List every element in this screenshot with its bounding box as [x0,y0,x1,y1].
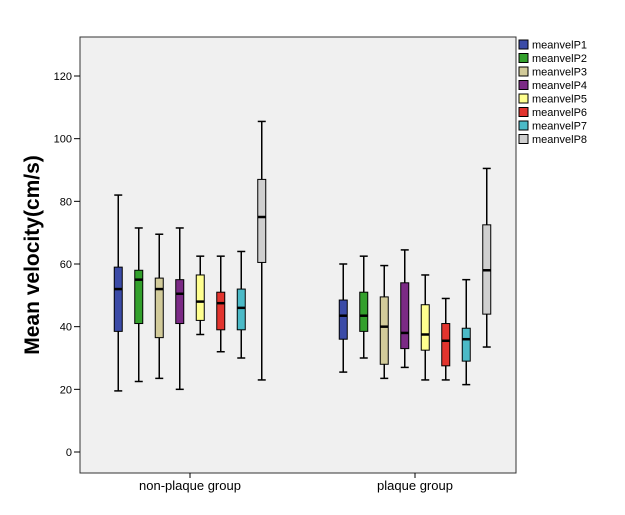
box-meanvelP6-plaque [441,297,451,381]
box-body [216,291,226,331]
box-meanvelP7-plaque [461,278,471,386]
box-body [441,323,451,367]
box-meanvelP8-plaque [482,167,492,348]
y-tick-label: 0 [66,447,72,459]
y-tick-label: 20 [60,384,72,396]
y-tick-label: 40 [60,322,72,334]
legend-label: meanvelP3 [532,67,587,79]
y-tick-label: 80 [60,196,72,208]
box-body [420,304,430,351]
legend-swatch [518,66,529,77]
legend-swatch [518,107,529,117]
y-tick-label: 60 [60,259,72,271]
y-tick-label: 100 [54,134,72,146]
box-body [175,279,185,325]
box-body [113,266,123,332]
legend-swatch [518,120,529,131]
box-body [134,269,144,325]
box-meanvelP2-non-plaque [134,227,144,383]
box-body [154,277,164,339]
legend-swatch [518,39,529,50]
box-body [359,291,369,332]
box-meanvelP2-plaque [359,255,369,359]
box-series [113,120,492,392]
box-meanvelP1-plaque [338,263,348,373]
legend-label: meanvelP2 [532,53,587,65]
legend-label: meanvelP6 [532,107,587,119]
box-meanvelP4-plaque [400,249,410,369]
legend-label: meanvelP5 [532,94,587,106]
legend-swatch [518,93,529,104]
box-meanvelP8-non-plaque [257,120,267,381]
y-tick-label: 120 [54,71,72,83]
legend-swatch [518,53,529,63]
box-body [236,288,246,331]
box-meanvelP5-non-plaque [195,255,205,336]
legend-label: meanvelP7 [532,121,587,133]
box-meanvelP6-non-plaque [216,255,226,353]
box-meanvelP5-plaque [420,274,430,381]
box-meanvelP1-non-plaque [113,194,123,392]
box-body [195,274,205,321]
box-meanvelP3-non-plaque [154,233,164,380]
box-meanvelP7-non-plaque [236,250,246,359]
legend-label: meanvelP1 [532,40,587,52]
x-tick-label: plaque group [377,478,453,493]
box-body [338,299,348,340]
box-body [257,178,267,263]
box-body [400,282,410,350]
box-meanvelP4-non-plaque [175,227,185,391]
x-tick-label: non-plaque group [139,478,241,493]
x-axis: non-plaque group plaque group [139,473,453,493]
box-meanvelP3-plaque [379,264,389,380]
legend-swatch [518,134,529,144]
y-axis: 0 20 40 60 80 100 120 [54,71,80,459]
legend-swatch [518,80,529,90]
legend-label: meanvelP4 [532,80,587,92]
legend-label: meanvelP8 [532,134,587,146]
box-body [379,296,389,365]
box-body [461,327,471,362]
y-axis-title: Mean velocity(cm/s) [21,155,44,355]
plot-background [79,36,517,474]
